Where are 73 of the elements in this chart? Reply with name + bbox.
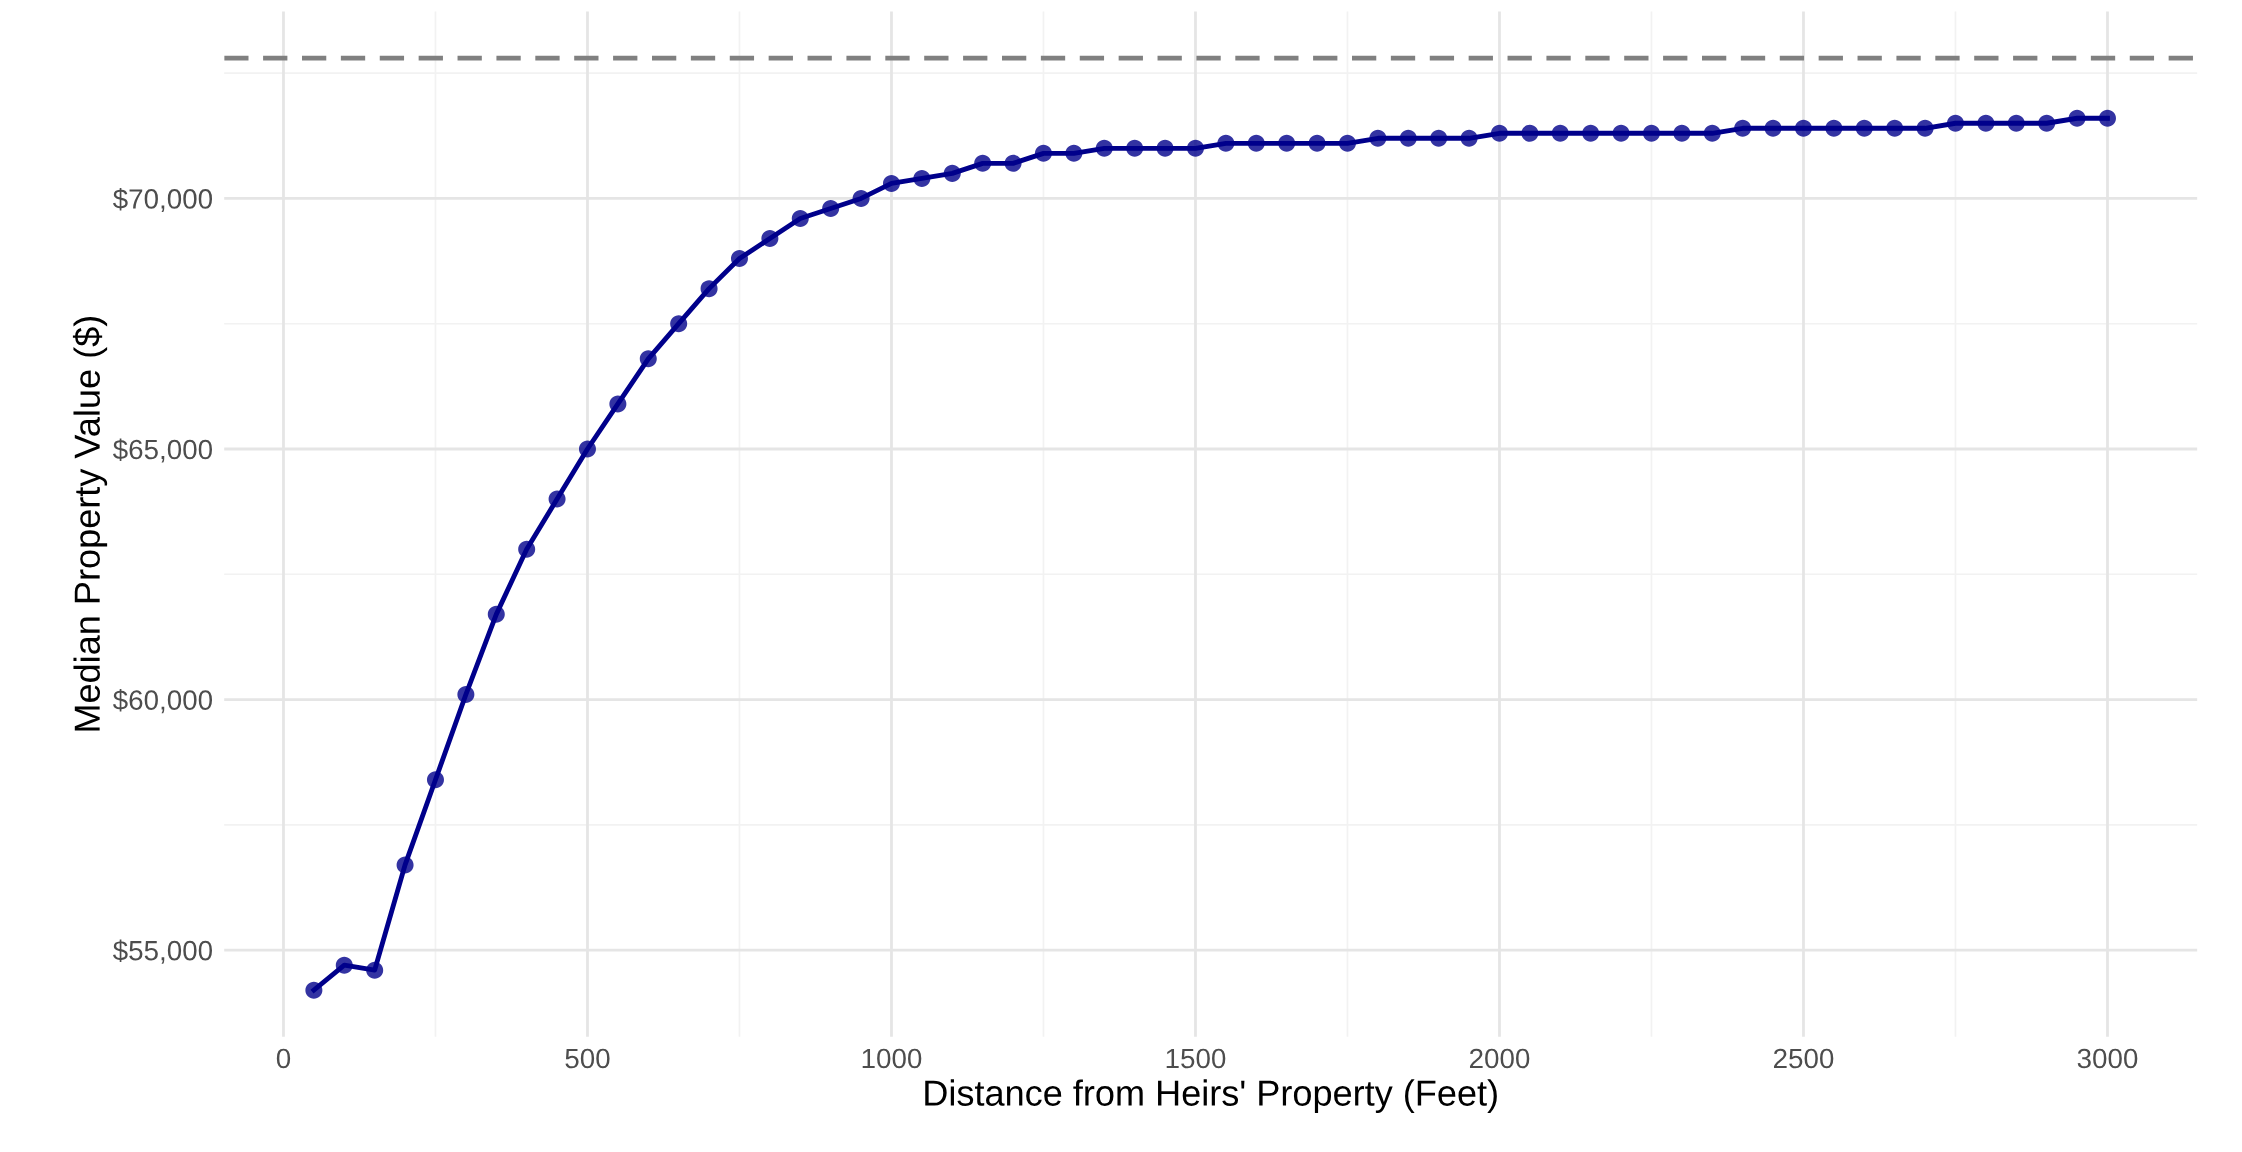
point	[974, 154, 992, 172]
point	[1186, 139, 1204, 157]
point	[913, 169, 931, 187]
point	[822, 199, 840, 217]
point	[548, 490, 566, 508]
point	[1004, 154, 1022, 172]
point	[700, 280, 718, 298]
x-tick-label: 500	[565, 1048, 610, 1069]
point	[335, 956, 353, 974]
x-tick-label: 0	[276, 1048, 291, 1069]
point	[305, 981, 323, 999]
point	[882, 174, 900, 192]
point	[1065, 144, 1083, 162]
point	[1734, 119, 1752, 137]
x-tick-label: 2500	[1773, 1048, 1834, 1069]
x-tick-label: 1000	[862, 1048, 922, 1069]
y-tick-label: $60,000	[112, 689, 213, 714]
point	[1703, 124, 1721, 142]
point	[487, 605, 505, 623]
point	[366, 961, 384, 979]
x-tick-label: 1500	[1166, 1048, 1226, 1069]
point	[1399, 129, 1417, 147]
point	[1673, 124, 1691, 142]
y-axis-title: Median Property Value ($)	[72, 316, 108, 731]
point	[791, 209, 809, 227]
point	[1278, 134, 1296, 152]
point	[1217, 134, 1235, 152]
point	[1886, 119, 1904, 137]
point	[1095, 139, 1113, 157]
y-tick-label: $70,000	[112, 187, 213, 213]
point	[1338, 134, 1356, 152]
point	[518, 540, 536, 558]
point	[1916, 119, 1934, 137]
point	[1794, 119, 1812, 137]
point	[1490, 124, 1508, 142]
point	[1460, 129, 1478, 147]
point	[1156, 139, 1174, 157]
point	[1369, 129, 1387, 147]
x-tick-label: 2000	[1469, 1048, 1530, 1069]
y-tick-label: $65,000	[112, 438, 213, 463]
point	[396, 856, 414, 874]
x-axis-title: Distance from Heirs' Property (Feet)	[925, 1079, 1497, 1114]
x-tick-label: 3000	[2077, 1048, 2138, 1069]
point	[426, 771, 444, 789]
point	[730, 250, 748, 268]
point	[2007, 114, 2025, 132]
point	[639, 350, 657, 368]
point	[1126, 139, 1144, 157]
point	[943, 164, 961, 182]
point	[1946, 114, 1964, 132]
point	[1764, 119, 1782, 137]
point	[2038, 114, 2056, 132]
point	[1430, 129, 1448, 147]
point	[1308, 134, 1326, 152]
point	[578, 440, 596, 458]
point	[1582, 124, 1600, 142]
point	[1521, 124, 1539, 142]
point	[609, 395, 627, 413]
point	[1825, 119, 1843, 137]
point	[670, 315, 688, 333]
point	[457, 686, 475, 704]
point	[1034, 144, 1052, 162]
point	[1977, 114, 1995, 132]
point	[1247, 134, 1265, 152]
point	[2068, 109, 2086, 127]
y-tick-label: $55,000	[112, 939, 213, 964]
point	[1855, 119, 1873, 137]
point	[1612, 124, 1630, 142]
point	[852, 189, 870, 207]
point	[761, 230, 779, 248]
point	[2098, 109, 2116, 127]
point	[1642, 124, 1660, 142]
point	[1551, 124, 1569, 142]
